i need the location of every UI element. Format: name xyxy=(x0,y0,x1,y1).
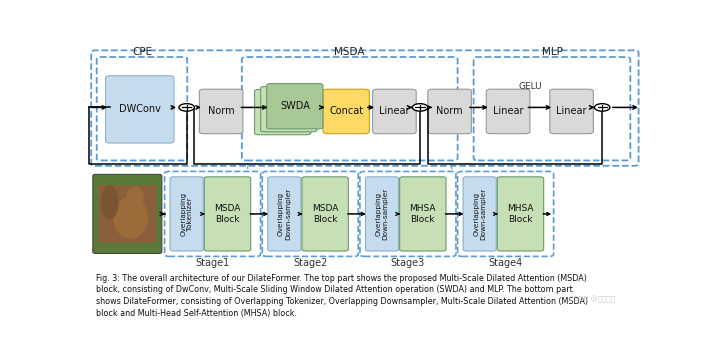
FancyBboxPatch shape xyxy=(267,84,323,129)
FancyBboxPatch shape xyxy=(428,89,471,134)
Text: DWConv: DWConv xyxy=(119,104,161,114)
FancyBboxPatch shape xyxy=(204,177,251,251)
FancyBboxPatch shape xyxy=(93,174,162,253)
FancyBboxPatch shape xyxy=(199,89,243,134)
FancyBboxPatch shape xyxy=(170,177,203,251)
FancyBboxPatch shape xyxy=(302,177,348,251)
FancyBboxPatch shape xyxy=(98,185,157,243)
Text: Linear: Linear xyxy=(556,106,587,117)
Text: MHSA
Block: MHSA Block xyxy=(507,204,534,224)
Circle shape xyxy=(595,104,610,111)
Text: Overlapping
Tokenizer: Overlapping Tokenizer xyxy=(180,192,193,236)
FancyBboxPatch shape xyxy=(323,89,370,134)
Text: CPE: CPE xyxy=(132,47,152,57)
FancyBboxPatch shape xyxy=(365,177,399,251)
FancyBboxPatch shape xyxy=(550,89,593,134)
Text: Overlapping
Down-sampler: Overlapping Down-sampler xyxy=(473,188,486,240)
Ellipse shape xyxy=(126,187,144,208)
Text: ×N₄: ×N₄ xyxy=(523,240,538,249)
Text: Stage2: Stage2 xyxy=(293,258,328,268)
Text: CSDN @女女昙乐: CSDN @女女昙乐 xyxy=(569,296,615,303)
FancyBboxPatch shape xyxy=(105,76,174,143)
Text: ×N₂: ×N₂ xyxy=(327,240,343,249)
Text: Norm: Norm xyxy=(436,106,463,117)
Text: Linear: Linear xyxy=(493,106,523,117)
FancyBboxPatch shape xyxy=(399,177,446,251)
Ellipse shape xyxy=(100,185,118,220)
FancyBboxPatch shape xyxy=(261,87,317,132)
FancyBboxPatch shape xyxy=(463,177,496,251)
Ellipse shape xyxy=(113,197,148,239)
FancyBboxPatch shape xyxy=(486,89,530,134)
Text: Linear: Linear xyxy=(379,106,409,117)
FancyBboxPatch shape xyxy=(372,89,417,134)
Text: Fig. 3: The overall architecture of our DilateFormer. The top part shows the pro: Fig. 3: The overall architecture of our … xyxy=(95,274,587,318)
Text: Stage1: Stage1 xyxy=(196,258,230,268)
Circle shape xyxy=(412,104,428,111)
Text: SWDA: SWDA xyxy=(280,101,310,111)
Text: Overlapping
Down-sampler: Overlapping Down-sampler xyxy=(278,188,290,240)
Circle shape xyxy=(179,104,194,111)
FancyBboxPatch shape xyxy=(255,89,311,135)
FancyBboxPatch shape xyxy=(268,177,301,251)
Text: MHSA
Block: MHSA Block xyxy=(409,204,436,224)
Text: ×N₁: ×N₁ xyxy=(229,240,245,249)
Text: GELU: GELU xyxy=(518,81,543,90)
Text: Stage3: Stage3 xyxy=(391,258,425,268)
Text: MSDA
Block: MSDA Block xyxy=(312,204,338,224)
Text: MLP: MLP xyxy=(542,47,562,57)
FancyBboxPatch shape xyxy=(497,177,544,251)
Text: Norm: Norm xyxy=(208,106,234,117)
Text: MSDA: MSDA xyxy=(335,47,365,57)
Text: ×N₃: ×N₃ xyxy=(424,240,441,249)
Text: MSDA
Block: MSDA Block xyxy=(214,204,241,224)
Text: Concat: Concat xyxy=(329,106,363,117)
Text: Stage4: Stage4 xyxy=(488,258,523,268)
Text: Overlapping
Down-sampler: Overlapping Down-sampler xyxy=(375,188,389,240)
